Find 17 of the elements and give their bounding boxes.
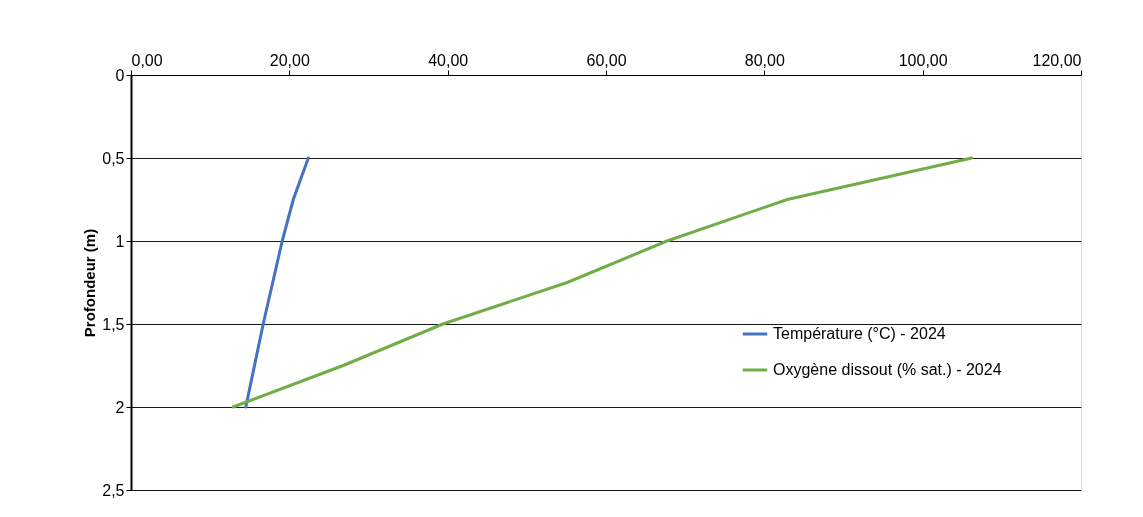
- y-tick-label: 0,5: [102, 149, 125, 167]
- y-tick-label: 1: [115, 232, 125, 250]
- y-tick-label: 0: [115, 66, 125, 84]
- x-tick-label: 60,00: [586, 51, 627, 69]
- y-tick-label: 1,5: [102, 315, 125, 333]
- legend-label: Oxygène dissout (% sat.) - 2024: [773, 361, 1002, 378]
- legend-label: Température (°C) - 2024: [773, 325, 946, 342]
- y-axis-title: Profondeur (m): [81, 228, 99, 338]
- x-tick-label: 100,00: [898, 51, 948, 69]
- x-tick-label: 80,00: [744, 51, 785, 69]
- y-tick-label: 2: [115, 398, 125, 416]
- line-series: [244, 156, 310, 409]
- y-tick-label: 2,5: [102, 481, 125, 499]
- x-tick-label: 40,00: [428, 51, 469, 69]
- x-tick-label: 0,00: [131, 51, 163, 69]
- x-tick-label: 20,00: [269, 51, 310, 69]
- x-tick-label: 120,00: [1032, 51, 1082, 69]
